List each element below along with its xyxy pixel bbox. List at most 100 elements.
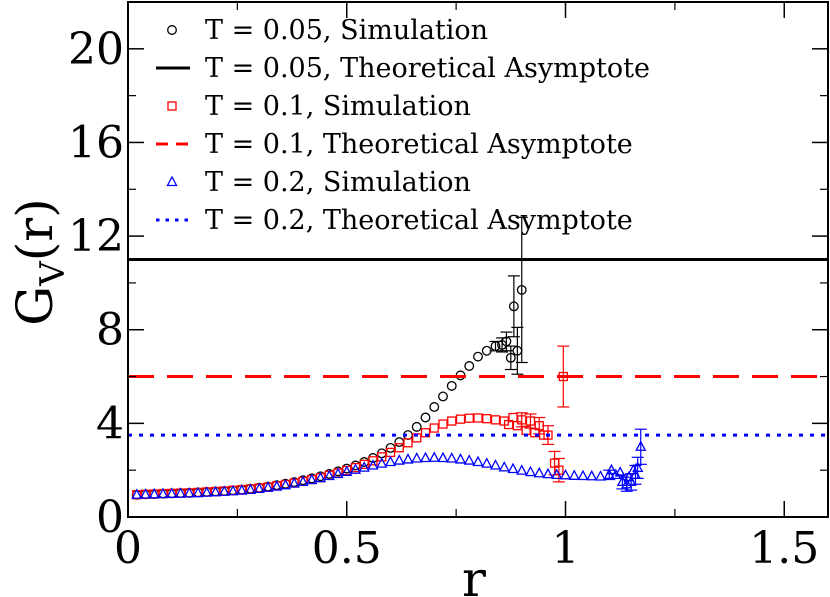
data-point (446, 452, 458, 463)
data-point (577, 469, 589, 481)
y-axis-title: GV(r) (6, 198, 73, 325)
data-point (411, 452, 423, 463)
data-point (314, 471, 327, 483)
data-point (157, 487, 169, 499)
legend-label: T = 0.2, Theoretical Asymptote (205, 205, 633, 236)
data-point (512, 345, 523, 356)
data-point (473, 351, 483, 362)
data-point (594, 470, 607, 481)
data-point (253, 482, 265, 494)
x-tick-label: 1.5 (749, 523, 819, 574)
data-point (349, 463, 362, 474)
data-point (472, 455, 484, 467)
y-tick-label: 20 (68, 24, 124, 75)
data-point (384, 455, 397, 467)
data-point (534, 421, 544, 431)
data-point (490, 341, 501, 352)
data-point (629, 468, 642, 480)
data-point (131, 488, 143, 499)
legend-marker-swatch (167, 25, 177, 35)
data-point (139, 488, 152, 499)
legend-entry: T = 0.05, Theoretical Asymptote (156, 53, 650, 84)
axes: 0 0.5 1 1.5 0 4 8 12 16 20 (68, 1, 829, 574)
legend-label: T = 0.1, Simulation (205, 91, 471, 122)
data-point (447, 416, 457, 426)
data-point (559, 468, 572, 480)
data-point (428, 451, 440, 462)
data-point (464, 413, 474, 423)
data-point (236, 484, 248, 495)
data-point (429, 402, 440, 412)
data-point (533, 466, 545, 478)
data-point (501, 336, 512, 347)
data-point (288, 477, 300, 488)
legend-entry: T = 0.2, Simulation (166, 167, 471, 198)
error-bar (515, 216, 528, 364)
y-axis-title-main: G (6, 286, 64, 326)
data-point (505, 352, 516, 363)
data-point (174, 487, 187, 498)
y-tick-label: 12 (68, 211, 124, 262)
data-point (209, 485, 222, 497)
legend-label: T = 0.05, Simulation (205, 15, 488, 46)
data-point (393, 454, 405, 465)
data-point (621, 477, 633, 489)
plot-frame (127, 1, 829, 518)
data-point (368, 456, 378, 466)
data-point (454, 453, 467, 464)
data-point (482, 414, 492, 424)
data-point (244, 483, 257, 494)
series-t-0-1-simulation (132, 345, 570, 500)
data-point (419, 451, 432, 463)
data-point (508, 301, 519, 312)
y-tick-label: 16 (68, 117, 124, 168)
data-point (490, 415, 501, 425)
data-point (605, 463, 618, 475)
x-axis-title: r (462, 550, 486, 597)
data-point (377, 452, 387, 462)
data-point (525, 416, 536, 426)
data-point (402, 453, 414, 464)
data-point (542, 467, 554, 479)
data-point (438, 391, 448, 402)
legend-label: T = 0.05, Theoretical Asymptote (205, 53, 650, 84)
data-point (438, 419, 448, 429)
data-point (227, 484, 239, 496)
data-point (498, 460, 510, 472)
data-point (411, 421, 422, 432)
x-tick-label: 0 (114, 523, 142, 574)
y-tick-label: 4 (96, 398, 124, 449)
legend: T = 0.05, Simulation T = 0.05, Theoretica… (156, 15, 650, 236)
legend-marker-swatch (167, 101, 177, 111)
data-point (323, 469, 335, 481)
data-point (455, 414, 466, 424)
data-point (279, 478, 292, 490)
data-point (376, 457, 388, 468)
data-point (306, 473, 318, 485)
data-point (358, 461, 370, 472)
plot-area (128, 216, 828, 500)
legend-entry: T = 0.1, Theoretical Asymptote (156, 129, 633, 160)
data-point (516, 464, 528, 475)
data-point (625, 475, 637, 487)
data-point (614, 466, 626, 477)
data-point (481, 457, 493, 468)
data-point (271, 480, 283, 491)
data-point (610, 468, 622, 480)
data-point (148, 487, 160, 499)
data-point (446, 380, 457, 391)
legend-entry: T = 0.05, Simulation (167, 15, 488, 46)
series-t-0-2-simulation (131, 428, 647, 499)
data-point (551, 468, 563, 480)
y-axis-title-subscript: V (33, 260, 73, 287)
y-axis-title-suffix: (r) (6, 198, 64, 261)
data-point (632, 461, 644, 472)
data-point (463, 454, 475, 465)
data-point (403, 438, 413, 448)
data-point (481, 345, 492, 356)
data-point (464, 361, 475, 371)
legend-label: T = 0.1, Theoretical Asymptote (205, 129, 633, 160)
data-point (429, 423, 439, 433)
data-point (635, 440, 647, 451)
